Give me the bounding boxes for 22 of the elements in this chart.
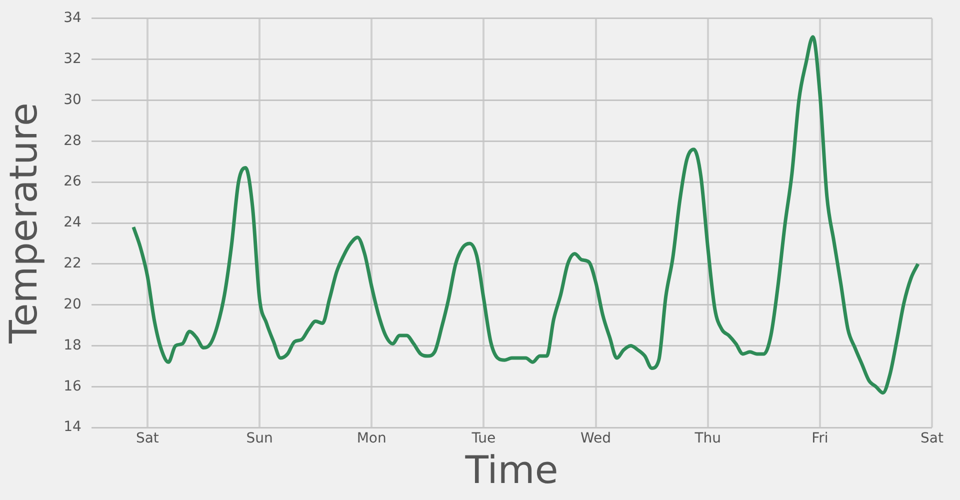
- y-tick-label: 18: [64, 337, 82, 354]
- y-tick-label: 28: [64, 132, 82, 149]
- x-tick-label: Fri: [812, 430, 828, 447]
- y-tick-label: 22: [64, 256, 82, 272]
- x-tick-label: Thu: [694, 430, 721, 447]
- y-axis-title: Temperature: [2, 102, 46, 344]
- y-tick-label: 20: [64, 296, 82, 312]
- x-tick-label: Wed: [580, 430, 612, 447]
- y-tick-label: 30: [64, 92, 82, 108]
- line-series: [132, 35, 920, 395]
- y-tick-label: 16: [64, 378, 82, 394]
- y-tick-label: 34: [64, 10, 82, 26]
- y-tick-label: 14: [64, 419, 82, 436]
- x-axis-title: Time: [464, 448, 558, 492]
- x-tick-label: Tue: [470, 430, 496, 447]
- x-tick-label: Sat: [136, 430, 160, 447]
- y-tick-label: 32: [64, 50, 82, 67]
- x-tick-label: Sun: [246, 430, 273, 447]
- x-tick-label: Sat: [920, 430, 944, 447]
- x-tick-label: Mon: [356, 430, 386, 447]
- y-tick-label: 26: [64, 174, 82, 190]
- y-tick-label: 24: [64, 214, 82, 231]
